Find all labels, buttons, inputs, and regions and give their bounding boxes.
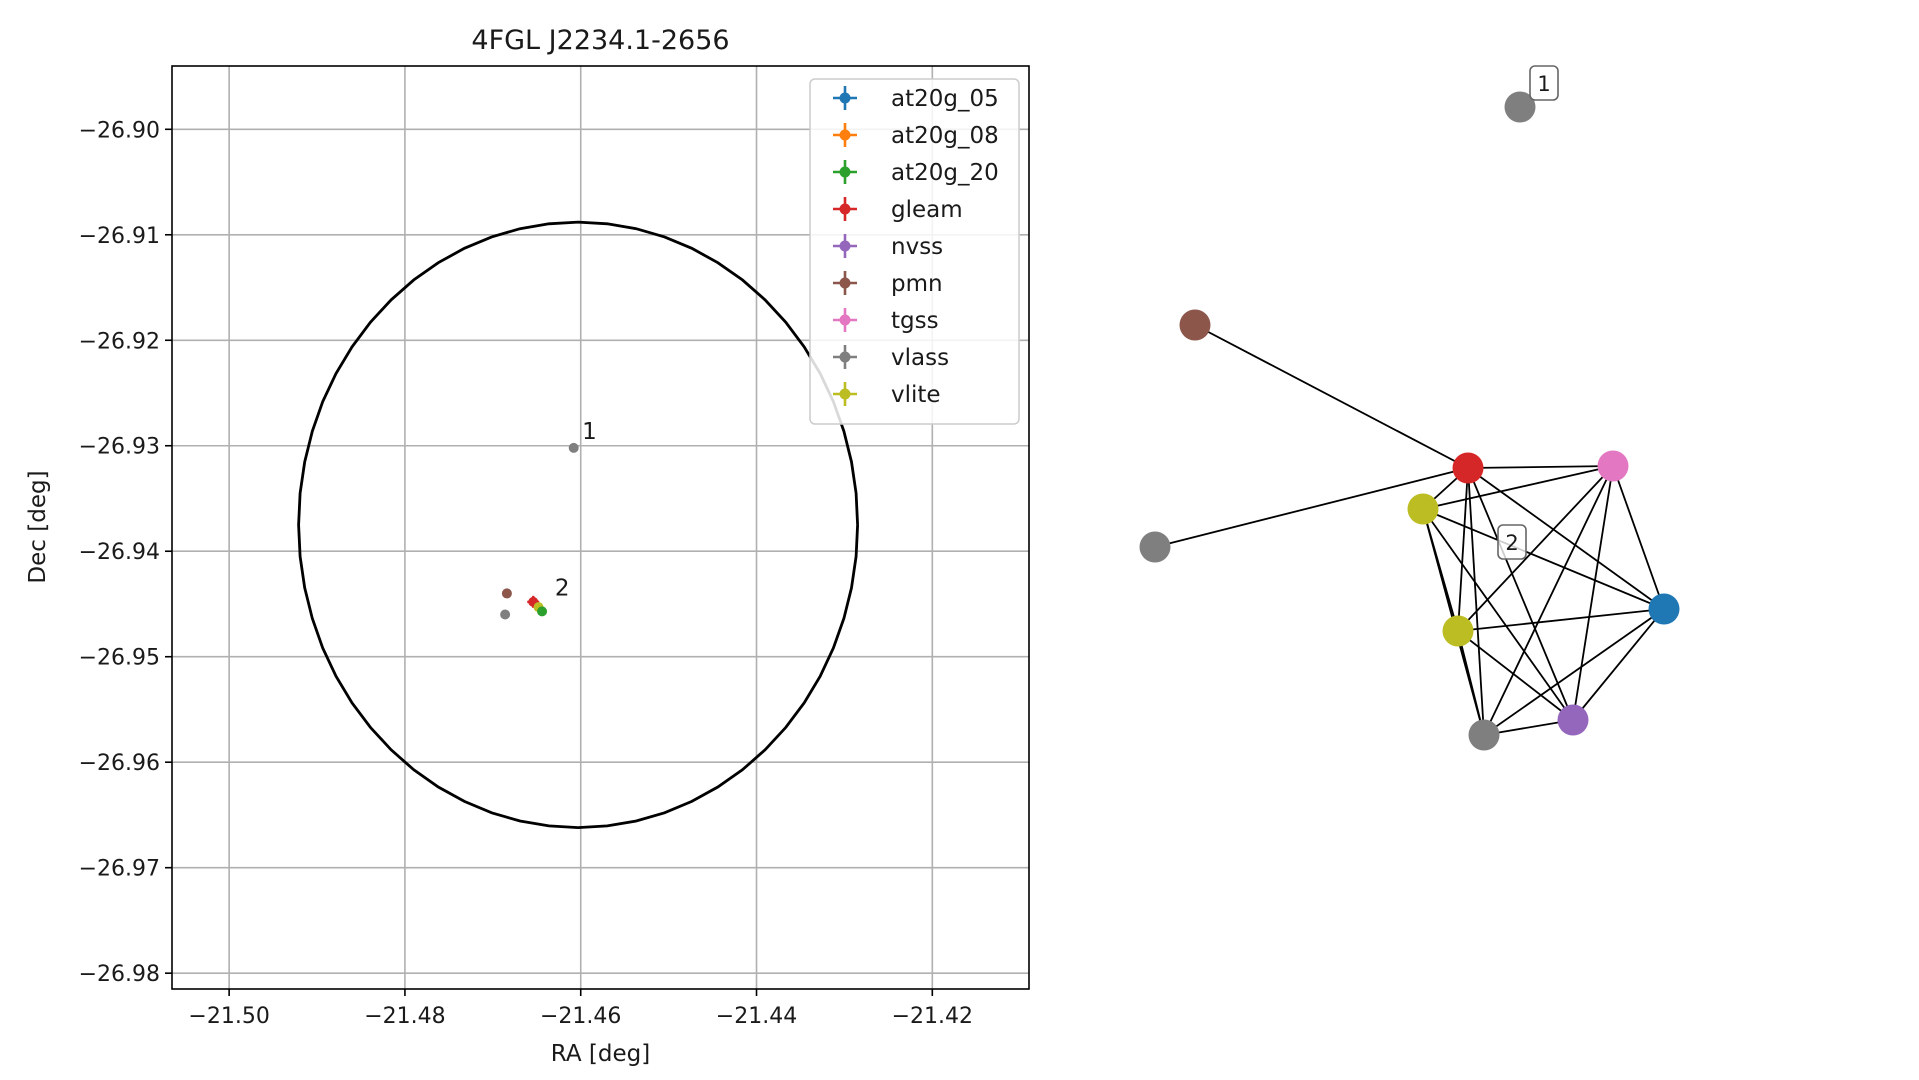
svg-text:1: 1 xyxy=(1537,72,1550,96)
plot-frame xyxy=(171,65,1030,990)
svg-text:at20g_05: at20g_05 xyxy=(891,86,999,112)
network-node-at20g_05 xyxy=(1648,593,1680,625)
legend-entry-at20g_20: at20g_20 xyxy=(833,160,999,186)
svg-text:vlass: vlass xyxy=(891,345,949,371)
network-node-vlite_b xyxy=(1442,615,1474,647)
network-edge xyxy=(1467,467,1574,721)
y-tick-label: −26.91 xyxy=(79,224,160,249)
network-edge xyxy=(1422,508,1665,610)
network-edge xyxy=(1457,467,1469,632)
y-tick-label: −26.92 xyxy=(79,329,160,354)
network-node-nvss xyxy=(1557,704,1589,736)
chart-title: 4FGL J2234.1-2656 xyxy=(471,25,729,56)
x-axis-label: RA [deg] xyxy=(551,1041,650,1067)
svg-text:nvss: nvss xyxy=(891,234,943,260)
scatter-plot: 12 −21.50 −21.48 −21.46 −21.44 −21.42−26.90−… xyxy=(25,25,1030,1067)
x-tick-label: −21.50 xyxy=(188,1004,269,1029)
legend-entry-at20g_05: at20g_05 xyxy=(833,86,999,112)
data-point-pmn xyxy=(501,588,512,599)
network-edge xyxy=(1154,467,1469,548)
y-tick-label: −26.93 xyxy=(79,435,160,460)
network-node-gleam xyxy=(1452,452,1484,484)
svg-text:tgss: tgss xyxy=(891,308,939,334)
legend-entry-at20g_08: at20g_08 xyxy=(833,123,999,149)
network-edge xyxy=(1572,465,1614,721)
legend-entry-nvss: nvss xyxy=(833,234,943,260)
network-edge xyxy=(1194,324,1469,469)
network-edge xyxy=(1612,465,1665,610)
y-tick-label: −26.98 xyxy=(79,962,160,987)
network-edge xyxy=(1483,608,1665,736)
data-point-vlass xyxy=(568,442,579,453)
x-tick-label: −21.46 xyxy=(540,1004,621,1029)
network-nodes xyxy=(1139,91,1680,751)
network-node-vlite_a xyxy=(1407,493,1439,525)
network-edge xyxy=(1483,465,1614,736)
localization-ellipse xyxy=(297,220,859,830)
network-node-vlass_2 xyxy=(1139,531,1171,563)
point-annotation: 2 xyxy=(555,575,570,601)
network-edge xyxy=(1457,608,1665,632)
network-group-label: 1 xyxy=(1529,65,1559,101)
y-tick-label: −26.96 xyxy=(79,751,160,776)
network-edges xyxy=(1154,324,1665,736)
y-tick-label: −26.95 xyxy=(79,646,160,671)
svg-text:pmn: pmn xyxy=(891,271,943,297)
network-edge xyxy=(1457,465,1614,632)
y-tick-label: −26.97 xyxy=(79,857,160,882)
y-tick-label: −26.90 xyxy=(79,118,160,143)
data-point-vlass xyxy=(500,609,511,620)
svg-text:at20g_08: at20g_08 xyxy=(891,123,999,149)
axis-ticks: −21.50 −21.48 −21.46 −21.44 −21.42 −26.90 −26.… xyxy=(79,118,973,1029)
network-node-tgss xyxy=(1597,450,1629,482)
data-point-at20g_20 xyxy=(537,606,548,617)
point-annotation: 1 xyxy=(582,419,597,445)
legend-entry-vlass: vlass xyxy=(833,345,949,371)
network-edge xyxy=(1457,630,1485,736)
network-edge xyxy=(1457,630,1574,721)
x-tick-label: −21.48 xyxy=(364,1004,445,1029)
network-labels: 12 xyxy=(1497,65,1559,560)
svg-text:gleam: gleam xyxy=(891,197,963,223)
y-tick-label: −26.94 xyxy=(79,540,160,565)
network-group-label: 2 xyxy=(1497,524,1527,560)
data-layer: 12 xyxy=(297,220,859,830)
legend-entry-vlite: vlite xyxy=(833,382,941,408)
legend-entry-gleam: gleam xyxy=(833,197,963,223)
network-edge xyxy=(1467,465,1614,469)
svg-text:vlite: vlite xyxy=(891,382,941,408)
network-node-vlass_1 xyxy=(1504,91,1536,123)
network-edge xyxy=(1422,508,1574,721)
grid-lines xyxy=(172,66,1029,989)
network-edge xyxy=(1572,608,1665,721)
legend-entry-tgss: tgss xyxy=(833,308,939,334)
x-tick-label: −21.44 xyxy=(716,1004,797,1029)
x-tick-label: −21.42 xyxy=(892,1004,973,1029)
svg-text:at20g_20: at20g_20 xyxy=(891,160,999,186)
network-node-vlass_3 xyxy=(1468,719,1500,751)
y-axis-label: Dec [deg] xyxy=(25,470,51,583)
network-graph: 12 xyxy=(1139,65,1680,751)
svg-text:2: 2 xyxy=(1505,531,1518,555)
legend-box xyxy=(809,78,1020,425)
legend-entry-pmn: pmn xyxy=(833,271,943,297)
network-edge xyxy=(1467,467,1485,736)
network-node-pmn xyxy=(1179,309,1211,341)
network-edge xyxy=(1422,465,1614,510)
